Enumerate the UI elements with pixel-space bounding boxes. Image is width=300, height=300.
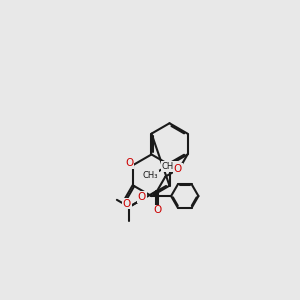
Text: O: O: [138, 192, 146, 202]
Text: CH₃: CH₃: [143, 171, 158, 180]
Text: CH₃: CH₃: [162, 162, 177, 171]
Text: O: O: [174, 164, 182, 173]
Text: O: O: [122, 199, 131, 208]
Text: O: O: [125, 158, 133, 168]
Text: O: O: [153, 206, 161, 215]
